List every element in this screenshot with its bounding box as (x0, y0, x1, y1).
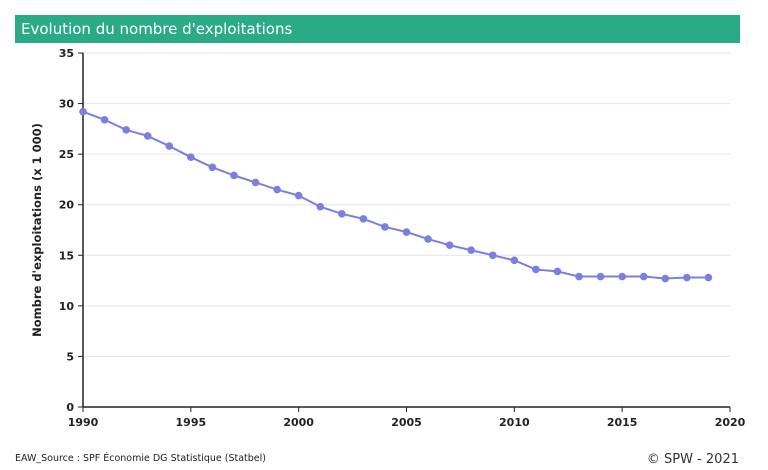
data-point (553, 267, 562, 276)
data-point (683, 273, 691, 282)
y-axis-label: Nombre d'exploitations (x 1 000) (30, 123, 44, 337)
x-tick-label: 2015 (607, 416, 638, 429)
data-point (424, 235, 432, 243)
data-point (230, 171, 238, 180)
y-tick-label: 35 (59, 47, 74, 60)
y-tick-label: 20 (59, 199, 75, 212)
data-point (143, 132, 152, 140)
data-point (532, 265, 540, 274)
copyright-credit: © SPW - 2021 (646, 452, 739, 467)
data-point (575, 272, 583, 281)
data-point (381, 223, 389, 231)
data-point (488, 251, 497, 260)
y-tick-label: 10 (59, 300, 75, 313)
data-point (100, 115, 109, 124)
data-point (273, 185, 281, 194)
data-point (467, 246, 476, 255)
x-tick-label: 2020 (715, 416, 746, 429)
y-tick-label: 0 (66, 401, 74, 414)
data-point (294, 191, 303, 200)
data-point (187, 153, 195, 161)
data-point (661, 274, 670, 283)
data-point (316, 202, 325, 211)
chart-title: Evolution du nombre d'exploitations (21, 20, 293, 38)
data-point (122, 126, 130, 134)
x-tick-label: 1990 (68, 416, 99, 429)
data-point (510, 256, 519, 265)
series-line (82, 110, 709, 280)
chart-title-banner: Evolution du nombre d'exploitations (15, 15, 740, 43)
data-point (208, 163, 217, 172)
x-tick-label: 2005 (391, 416, 422, 429)
data-point (402, 228, 411, 236)
data-point (639, 272, 648, 281)
data-point (704, 273, 713, 282)
data-point (445, 241, 454, 249)
x-tick-label: 2010 (499, 416, 530, 429)
data-point (79, 107, 87, 116)
y-tick-label: 30 (59, 98, 75, 111)
data-point (165, 142, 174, 150)
source-note: EAW_Source : SPF Économie DG Statistique… (15, 453, 266, 464)
x-tick-label: 2000 (283, 416, 314, 429)
y-tick-label: 25 (59, 148, 74, 161)
y-tick-label: 15 (59, 249, 74, 262)
data-point (359, 215, 368, 223)
x-tick-label: 1995 (176, 416, 207, 429)
data-point (251, 178, 260, 187)
data-point (596, 272, 605, 281)
data-point (618, 272, 626, 281)
data-point (338, 210, 346, 218)
y-tick-label: 5 (66, 350, 74, 363)
